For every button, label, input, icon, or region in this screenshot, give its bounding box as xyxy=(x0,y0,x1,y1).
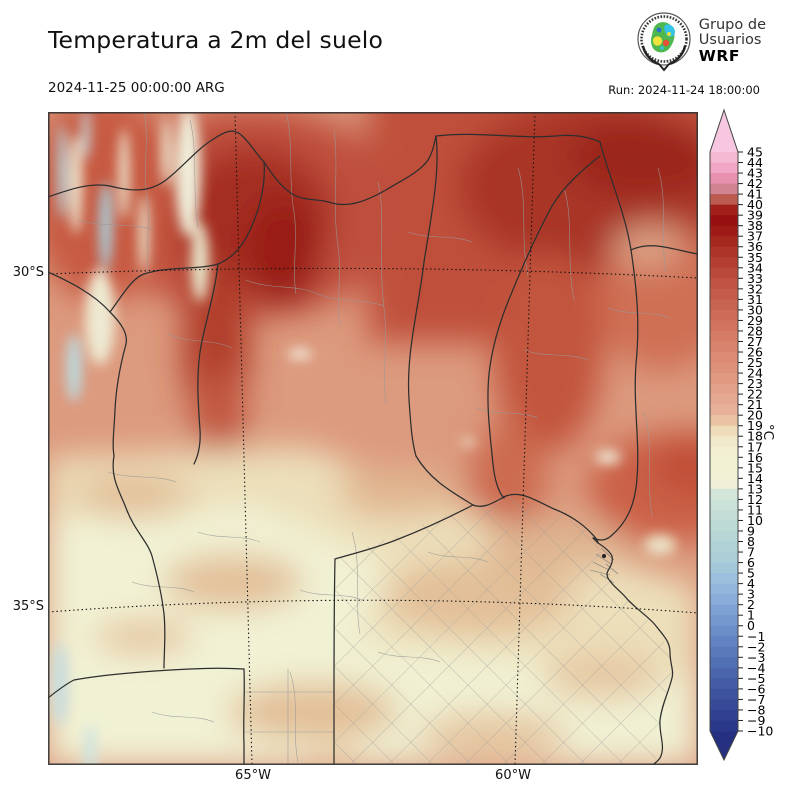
svg-text:44: 44 xyxy=(747,155,763,170)
map-canvas xyxy=(48,112,698,765)
department-borders xyxy=(77,112,671,765)
svg-text:13: 13 xyxy=(747,481,763,496)
svg-text:6: 6 xyxy=(747,555,755,570)
svg-text:29: 29 xyxy=(747,313,763,328)
lat-label-30s: 30°S xyxy=(12,265,44,280)
temperature-colorbar: 4544434241403938373635343332313029282726… xyxy=(709,108,773,762)
svg-text:9: 9 xyxy=(747,523,755,538)
logo-line3: WRF xyxy=(698,47,740,66)
svg-text:22: 22 xyxy=(747,387,763,402)
svg-text:5: 5 xyxy=(747,566,755,581)
svg-text:18: 18 xyxy=(747,429,763,444)
svg-text:19: 19 xyxy=(747,418,763,433)
svg-text:23: 23 xyxy=(747,376,763,391)
logo-line2: Usuarios xyxy=(698,31,762,48)
wrf-logo-text: Grupo de Usuarios WRF xyxy=(698,16,766,66)
temperature-map xyxy=(48,112,698,765)
svg-text:21: 21 xyxy=(747,397,763,412)
wrf-users-group-logo: Grupo de Usuarios WRF xyxy=(635,10,766,72)
wrf-logo-emblem-icon xyxy=(637,12,691,72)
svg-text:40: 40 xyxy=(747,197,763,212)
svg-text:25: 25 xyxy=(747,355,763,370)
svg-text:−10: −10 xyxy=(747,724,773,739)
svg-text:−6: −6 xyxy=(747,681,765,696)
svg-text:38: 38 xyxy=(747,218,763,233)
svg-text:31: 31 xyxy=(747,292,763,307)
svg-text:−4: −4 xyxy=(747,660,765,675)
colorbar-ticks: 4544434241403938373635343332313029282726… xyxy=(738,145,773,739)
svg-text:4: 4 xyxy=(747,576,755,591)
svg-text:39: 39 xyxy=(747,208,763,223)
svg-text:15: 15 xyxy=(747,460,763,475)
lon-label-65w: 65°W xyxy=(235,768,271,783)
svg-text:−9: −9 xyxy=(747,713,765,728)
svg-text:11: 11 xyxy=(747,502,763,517)
page-title: Temperatura a 2m del suelo xyxy=(48,26,384,54)
svg-text:28: 28 xyxy=(747,323,763,338)
svg-text:1: 1 xyxy=(747,608,755,623)
run-time-label: Run: 2024-11-24 18:00:00 xyxy=(608,83,760,97)
graticule xyxy=(48,112,698,765)
province-borders xyxy=(48,130,698,765)
svg-text:24: 24 xyxy=(747,366,763,381)
svg-text:36: 36 xyxy=(747,239,763,254)
logo-line1: Grupo de xyxy=(698,16,766,33)
svg-text:3: 3 xyxy=(747,587,755,602)
svg-text:−5: −5 xyxy=(747,671,765,686)
valley-streaks xyxy=(52,112,676,765)
svg-text:33: 33 xyxy=(747,271,763,286)
map-frame xyxy=(48,112,698,765)
svg-text:27: 27 xyxy=(747,334,763,349)
svg-text:17: 17 xyxy=(747,439,763,454)
svg-text:35: 35 xyxy=(747,250,763,265)
svg-text:20: 20 xyxy=(747,408,763,423)
svg-text:−3: −3 xyxy=(747,650,765,665)
lat-label-35s: 35°S xyxy=(12,599,44,614)
valid-time-label: 2024-11-25 00:00:00 ARG xyxy=(48,80,225,96)
colorbar-unit-label: °C xyxy=(760,423,777,441)
svg-text:16: 16 xyxy=(747,450,763,465)
svg-text:12: 12 xyxy=(747,492,763,507)
svg-text:−2: −2 xyxy=(747,639,765,654)
svg-text:2: 2 xyxy=(747,597,755,612)
svg-text:41: 41 xyxy=(747,187,763,202)
svg-text:26: 26 xyxy=(747,345,763,360)
svg-text:32: 32 xyxy=(747,281,763,296)
svg-text:34: 34 xyxy=(747,260,763,275)
svg-text:37: 37 xyxy=(747,229,763,244)
svg-text:42: 42 xyxy=(747,176,763,191)
buenos-aires-partido-grid xyxy=(335,496,672,765)
svg-text:30: 30 xyxy=(747,302,763,317)
amba-cluster xyxy=(589,547,619,584)
svg-text:−8: −8 xyxy=(747,702,765,717)
svg-text:0: 0 xyxy=(747,618,755,633)
svg-text:43: 43 xyxy=(747,166,763,181)
radar-composite-blobs xyxy=(650,22,675,53)
svg-text:7: 7 xyxy=(747,545,755,560)
svg-text:10: 10 xyxy=(747,513,763,528)
svg-text:−7: −7 xyxy=(747,692,765,707)
svg-text:−1: −1 xyxy=(747,629,765,644)
lon-label-60w: 60°W xyxy=(495,768,531,783)
svg-text:14: 14 xyxy=(747,471,763,486)
svg-text:8: 8 xyxy=(747,534,755,549)
svg-text:45: 45 xyxy=(747,145,763,160)
